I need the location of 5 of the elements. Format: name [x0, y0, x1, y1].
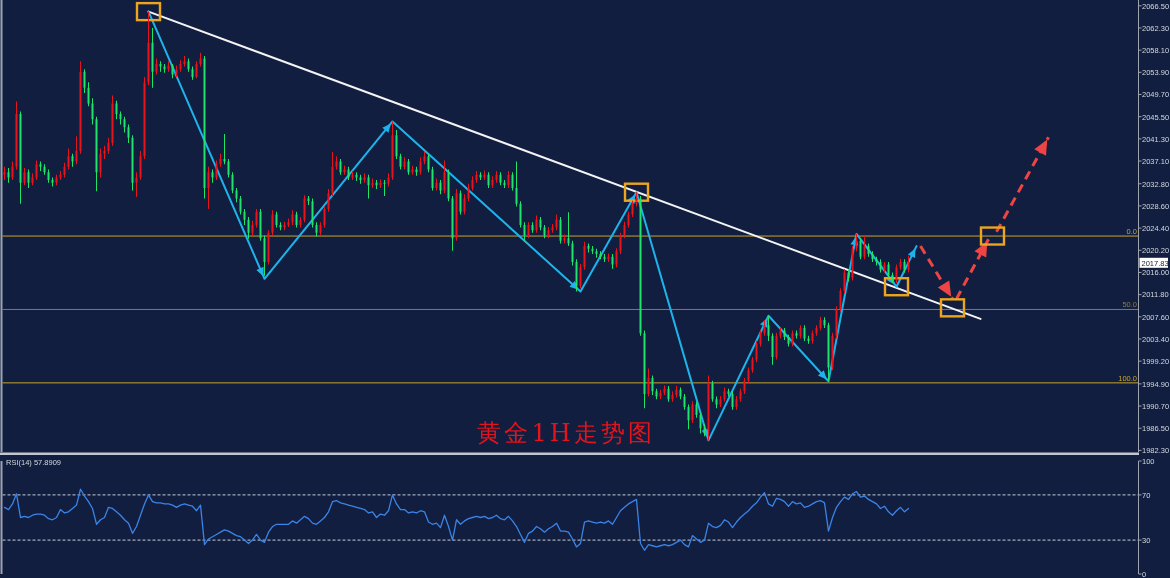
point [979, 226, 1006, 246]
point [135, 1, 162, 22]
line-series [3, 488, 910, 551]
point [939, 298, 966, 318]
candlestick [223, 134, 226, 165]
